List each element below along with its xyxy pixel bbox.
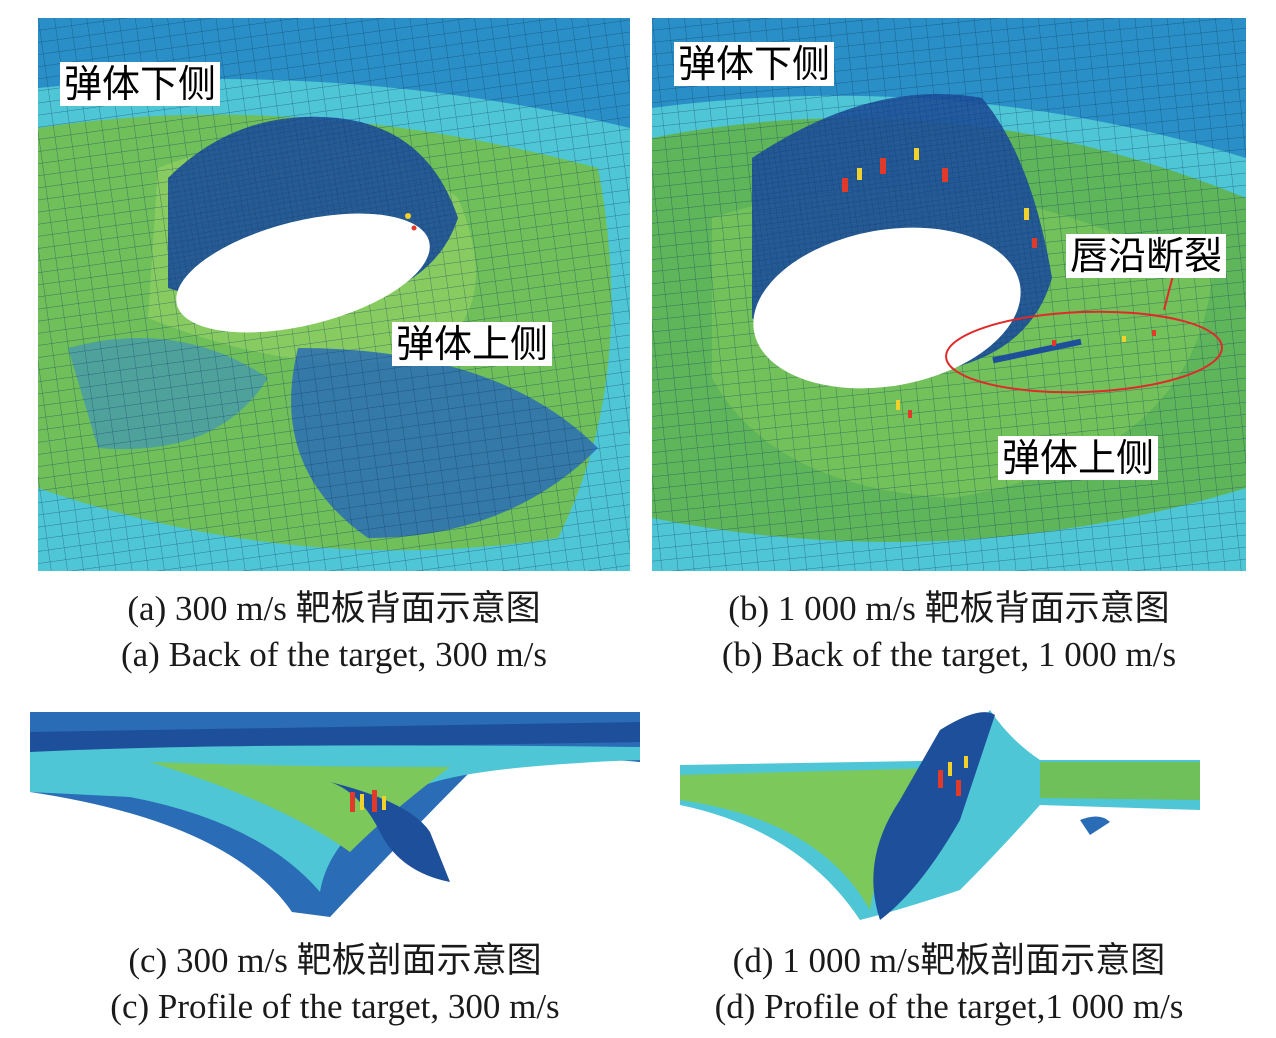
caption-c: (c) 300 m/s 靶板剖面示意图 (c) Profile of the t… [30, 938, 640, 1030]
simulation-image-c [30, 712, 640, 917]
caption-d: (d) 1 000 m/s靶板剖面示意图 (d) Profile of the … [652, 938, 1246, 1030]
panel-c-profile-300 [30, 712, 640, 922]
label-projectile-lower-side: 弹体下侧 [674, 42, 835, 86]
stress-hotspots [842, 148, 1156, 418]
caption-a-cn: (a) 300 m/s 靶板背面示意图 [127, 589, 541, 628]
label-lip-fracture: 唇沿断裂 [1066, 234, 1227, 278]
panel-b-back-1000: 弹体下侧 唇沿断裂 弹体上侧 [652, 18, 1246, 571]
caption-c-en: (c) Profile of the target, 300 m/s [110, 987, 560, 1026]
simulation-image-b [652, 18, 1246, 571]
caption-c-cn: (c) 300 m/s 靶板剖面示意图 [128, 941, 542, 980]
label-projectile-upper-side: 弹体上侧 [392, 322, 553, 366]
caption-d-en: (d) Profile of the target,1 000 m/s [714, 987, 1184, 1026]
caption-b-cn: (b) 1 000 m/s 靶板背面示意图 [728, 589, 1170, 628]
panel-d-profile-1000 [680, 700, 1204, 930]
caption-d-cn: (d) 1 000 m/s靶板剖面示意图 [732, 941, 1166, 980]
stress-hotspots [350, 790, 386, 812]
caption-a: (a) 300 m/s 靶板背面示意图 (a) Back of the targ… [38, 586, 630, 678]
caption-b-en: (b) Back of the target, 1 000 m/s [721, 635, 1177, 674]
label-projectile-lower-side: 弹体下侧 [60, 62, 221, 106]
caption-b: (b) 1 000 m/s 靶板背面示意图 (b) Back of the ta… [652, 586, 1246, 678]
simulation-image-d [680, 710, 1200, 920]
panel-a-back-300: 弹体下侧 弹体上侧 [38, 18, 630, 571]
caption-a-en: (a) Back of the target, 300 m/s [120, 635, 548, 674]
simulation-image-a [38, 18, 630, 571]
stress-hotspots [938, 756, 968, 796]
fracture-highlight-ellipse [945, 310, 1223, 394]
label-projectile-upper-side: 弹体上侧 [998, 436, 1159, 480]
